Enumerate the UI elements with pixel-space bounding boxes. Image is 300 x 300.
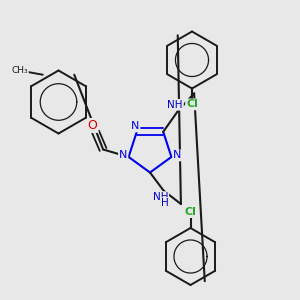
Text: H: H <box>161 198 169 208</box>
Text: NH: NH <box>167 100 183 110</box>
Text: O: O <box>88 119 98 132</box>
Text: Cl: Cl <box>184 207 196 217</box>
Text: N: N <box>119 151 128 160</box>
Text: NH: NH <box>153 192 168 202</box>
Text: N: N <box>173 151 182 160</box>
Text: CH₃: CH₃ <box>11 66 28 75</box>
Text: Cl: Cl <box>186 99 198 110</box>
Text: N: N <box>131 122 140 131</box>
